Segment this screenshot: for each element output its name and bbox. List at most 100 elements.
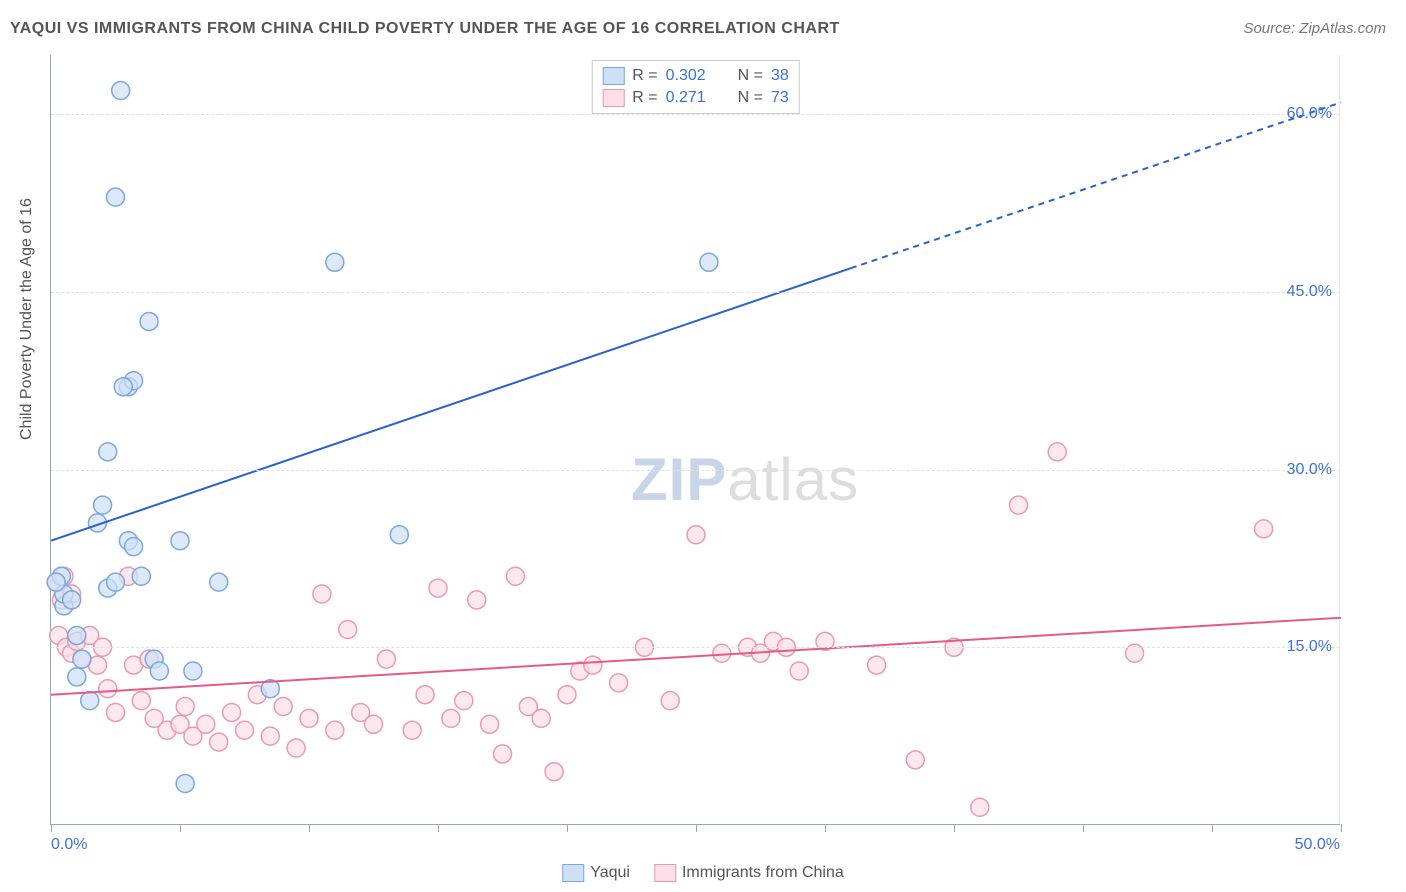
y-tick-label: 60.0%	[1287, 105, 1332, 123]
n-prefix: N =	[738, 89, 763, 107]
x-tick	[180, 824, 181, 832]
data-point	[300, 709, 318, 727]
regression-line-yaqui-dash	[851, 102, 1341, 268]
x-tick	[1212, 824, 1213, 832]
n-value-yaqui: 38	[771, 67, 789, 85]
data-point	[197, 715, 215, 733]
data-point	[99, 443, 117, 461]
data-point	[700, 253, 718, 271]
data-point	[171, 532, 189, 550]
data-point	[274, 698, 292, 716]
data-point	[210, 733, 228, 751]
data-point	[236, 721, 254, 739]
legend-swatch-china	[602, 89, 624, 107]
n-prefix: N =	[738, 67, 763, 85]
regression-line-yaqui-solid	[51, 268, 851, 540]
legend-swatch-yaqui-bottom	[562, 864, 584, 882]
x-tick	[954, 824, 955, 832]
data-point	[532, 709, 550, 727]
data-point	[1010, 496, 1028, 514]
correlation-row-yaqui: R = 0.302 N = 38	[602, 65, 788, 87]
r-value-yaqui: 0.302	[666, 67, 718, 85]
gridline	[51, 470, 1340, 471]
data-point	[176, 775, 194, 793]
r-prefix: R =	[632, 67, 657, 85]
data-point	[390, 526, 408, 544]
plot-area: ZIPatlas R = 0.302 N = 38 R = 0.271 N = …	[50, 55, 1340, 825]
regression-line-china	[51, 618, 1341, 695]
data-point	[442, 709, 460, 727]
data-point	[184, 662, 202, 680]
x-tick	[438, 824, 439, 832]
data-point	[377, 650, 395, 668]
data-point	[468, 591, 486, 609]
data-point	[47, 573, 65, 591]
data-point	[68, 668, 86, 686]
x-tick	[696, 824, 697, 832]
y-tick-label: 15.0%	[1287, 638, 1332, 656]
data-point	[403, 721, 421, 739]
series-legend: Yaqui Immigrants from China	[562, 864, 844, 882]
data-point	[125, 538, 143, 556]
data-point	[545, 763, 563, 781]
data-point	[150, 662, 168, 680]
data-point	[455, 692, 473, 710]
legend-label-yaqui: Yaqui	[590, 864, 630, 881]
data-point	[661, 692, 679, 710]
data-point	[906, 751, 924, 769]
source-attribution: Source: ZipAtlas.com	[1243, 20, 1386, 37]
data-point	[63, 591, 81, 609]
legend-item-china: Immigrants from China	[654, 864, 844, 882]
data-point	[261, 727, 279, 745]
data-point	[287, 739, 305, 757]
y-tick-label: 30.0%	[1287, 461, 1332, 479]
data-point	[313, 585, 331, 603]
data-point	[687, 526, 705, 544]
gridline	[51, 114, 1340, 115]
data-point	[610, 674, 628, 692]
data-point	[429, 579, 447, 597]
data-point	[107, 188, 125, 206]
data-point	[223, 703, 241, 721]
n-value-china: 73	[771, 89, 789, 107]
data-point	[140, 313, 158, 331]
x-tick	[1083, 824, 1084, 832]
x-axis-min-label: 0.0%	[51, 836, 87, 854]
scatter-svg	[51, 55, 1340, 824]
data-point	[416, 686, 434, 704]
data-point	[868, 656, 886, 674]
x-tick	[309, 824, 310, 832]
data-point	[73, 650, 91, 668]
data-point	[107, 573, 125, 591]
data-point	[1255, 520, 1273, 538]
y-tick-label: 45.0%	[1287, 283, 1332, 301]
data-point	[584, 656, 602, 674]
x-axis-max-label: 50.0%	[1295, 836, 1340, 854]
data-point	[81, 692, 99, 710]
data-point	[114, 378, 132, 396]
data-point	[176, 698, 194, 716]
data-point	[558, 686, 576, 704]
data-point	[494, 745, 512, 763]
data-point	[99, 680, 117, 698]
x-tick	[825, 824, 826, 832]
data-point	[107, 703, 125, 721]
data-point	[790, 662, 808, 680]
x-tick	[51, 824, 52, 832]
data-point	[506, 567, 524, 585]
legend-item-yaqui: Yaqui	[562, 864, 630, 882]
chart-title: YAQUI VS IMMIGRANTS FROM CHINA CHILD POV…	[10, 20, 840, 38]
r-prefix: R =	[632, 89, 657, 107]
legend-swatch-china-bottom	[654, 864, 676, 882]
correlation-row-china: R = 0.271 N = 73	[602, 87, 788, 109]
correlation-legend: R = 0.302 N = 38 R = 0.271 N = 73	[591, 60, 799, 114]
data-point	[365, 715, 383, 733]
legend-swatch-yaqui	[602, 67, 624, 85]
x-tick	[567, 824, 568, 832]
gridline	[51, 292, 1340, 293]
data-point	[94, 496, 112, 514]
data-point	[68, 626, 86, 644]
data-point	[132, 567, 150, 585]
data-point	[112, 82, 130, 100]
y-axis-label: Child Poverty Under the Age of 16	[18, 198, 36, 440]
